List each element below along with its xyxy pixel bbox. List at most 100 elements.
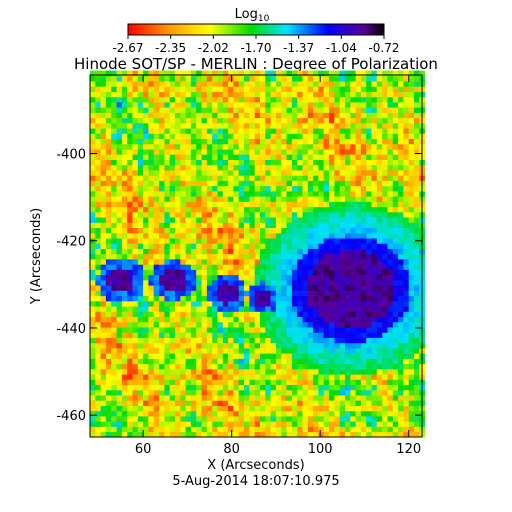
- heatmap-cell: [355, 222, 362, 228]
- heatmap-cell: [169, 353, 176, 359]
- heatmap-cell: [190, 102, 197, 108]
- heatmap-cell: [190, 253, 197, 260]
- heatmap-cell: [196, 123, 202, 129]
- heatmap-cell: [244, 102, 250, 108]
- heatmap-cell: [228, 348, 234, 354]
- heatmap-cell: [360, 217, 367, 223]
- heatmap-cell: [366, 426, 372, 433]
- heatmap-cell: [249, 164, 256, 171]
- heatmap-cell: [127, 384, 133, 391]
- heatmap-cell: [105, 421, 112, 427]
- heatmap-cell: [111, 75, 117, 82]
- heatmap-cell: [121, 86, 128, 92]
- heatmap-cell: [265, 348, 271, 354]
- heatmap-cell: [153, 206, 160, 213]
- heatmap-cell: [345, 410, 351, 417]
- heatmap-cell: [414, 374, 420, 380]
- heatmap-cell: [313, 164, 319, 171]
- heatmap-cell: [196, 217, 202, 223]
- heatmap-cell: [185, 290, 192, 297]
- heatmap-cell: [297, 384, 303, 391]
- heatmap-cell: [281, 175, 287, 181]
- heatmap-cell: [291, 342, 298, 349]
- heatmap-cell: [164, 201, 171, 208]
- heatmap-cell: [286, 379, 293, 385]
- heatmap-cell: [398, 274, 404, 281]
- heatmap-cell: [159, 243, 165, 249]
- heatmap-cell: [111, 191, 117, 197]
- heatmap-cell: [175, 342, 181, 349]
- heatmap-cell: [190, 175, 197, 181]
- chart-title: Hinode SOT/SP - MERLIN : Degree of Polar…: [74, 55, 438, 73]
- heatmap-cell: [329, 159, 335, 166]
- heatmap-cell: [206, 285, 213, 291]
- heatmap-cell: [175, 269, 181, 276]
- heatmap-cell: [302, 379, 309, 385]
- heatmap-cell: [254, 369, 261, 375]
- heatmap-cell: [270, 285, 277, 291]
- heatmap-cell: [196, 128, 202, 134]
- heatmap-cell: [222, 358, 229, 365]
- heatmap-cell: [127, 170, 133, 176]
- heatmap-cell: [286, 316, 293, 323]
- heatmap-cell: [222, 274, 229, 281]
- heatmap-cell: [222, 196, 229, 202]
- heatmap-cell: [307, 379, 314, 385]
- heatmap-cell: [233, 369, 240, 375]
- heatmap-cell: [419, 70, 425, 77]
- heatmap-cell: [398, 316, 404, 323]
- heatmap-cell: [334, 416, 341, 422]
- heatmap-cell: [169, 91, 176, 98]
- heatmap-cell: [127, 306, 133, 312]
- heatmap-cell: [366, 253, 372, 260]
- heatmap-cell: [414, 280, 420, 286]
- heatmap-cell: [291, 196, 298, 202]
- heatmap-cell: [323, 332, 330, 338]
- heatmap-cell: [233, 295, 240, 302]
- heatmap-cell: [329, 227, 335, 234]
- heatmap-cell: [265, 154, 271, 160]
- heatmap-cell: [201, 421, 208, 427]
- heatmap-cell: [313, 400, 319, 406]
- heatmap-cell: [159, 358, 165, 365]
- heatmap-cell: [238, 395, 245, 401]
- heatmap-cell: [238, 274, 245, 281]
- heatmap-cell: [159, 123, 165, 129]
- heatmap-cell: [392, 196, 399, 202]
- heatmap-cell: [334, 332, 341, 338]
- heatmap-cell: [281, 306, 287, 312]
- heatmap-cell: [249, 353, 256, 359]
- heatmap-cell: [345, 149, 351, 155]
- heatmap-cell: [137, 217, 144, 223]
- heatmap-cell: [212, 348, 218, 354]
- heatmap-cell: [249, 180, 256, 187]
- heatmap-cell: [260, 243, 266, 249]
- heatmap-cell: [212, 227, 218, 234]
- heatmap-cell: [376, 285, 383, 291]
- heatmap-cell: [318, 290, 325, 297]
- heatmap-cell: [376, 431, 383, 438]
- heatmap-cell: [132, 363, 139, 370]
- heatmap-cell: [238, 86, 245, 92]
- heatmap-cell: [286, 117, 293, 124]
- heatmap-cell: [355, 269, 362, 276]
- heatmap-cell: [334, 264, 341, 270]
- heatmap-cell: [382, 259, 388, 265]
- heatmap-cell: [350, 269, 356, 276]
- heatmap-cell: [238, 70, 245, 77]
- heatmap-cell: [286, 306, 293, 312]
- heatmap-cell: [376, 300, 383, 307]
- heatmap-cell: [159, 196, 165, 202]
- heatmap-cell: [238, 112, 245, 119]
- heatmap-cell: [307, 191, 314, 197]
- heatmap-cell: [286, 70, 293, 77]
- heatmap-cell: [196, 290, 202, 297]
- heatmap-cell: [212, 86, 218, 92]
- heatmap-cell: [159, 238, 165, 244]
- heatmap-cell: [100, 107, 107, 113]
- heatmap-cell: [137, 81, 144, 87]
- heatmap-cell: [403, 170, 410, 176]
- heatmap-cell: [111, 211, 117, 218]
- heatmap-cell: [371, 285, 378, 291]
- heatmap-cell: [286, 138, 293, 145]
